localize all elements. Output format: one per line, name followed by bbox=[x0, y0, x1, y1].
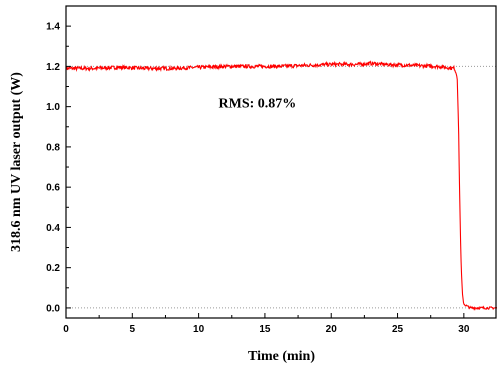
y-tick-label: 0.4 bbox=[46, 223, 60, 234]
y-tick-label: 1.0 bbox=[46, 102, 60, 113]
y-tick-label: 1.2 bbox=[46, 62, 60, 73]
x-tick-label: 0 bbox=[63, 324, 69, 335]
x-tick-label: 10 bbox=[193, 324, 205, 335]
x-axis-title: Time (min) bbox=[248, 349, 315, 364]
rms-annotation: RMS: 0.87% bbox=[219, 97, 297, 112]
y-tick-label: 0.0 bbox=[46, 303, 60, 314]
x-tick-label: 25 bbox=[392, 324, 404, 335]
y-tick-label: 0.2 bbox=[46, 263, 60, 274]
y-tick-label: 0.8 bbox=[46, 142, 60, 153]
x-tick-label: 15 bbox=[259, 324, 271, 335]
x-tick-label: 20 bbox=[326, 324, 338, 335]
ticks: 0 5 10 15 20 25 30 0.0 0.2 0.4 0.6 0.8 1.0 1.2 1.4 bbox=[46, 22, 470, 335]
x-tick-label: 30 bbox=[458, 324, 470, 335]
x-tick-label: 5 bbox=[130, 324, 136, 335]
series-line-0 bbox=[65, 60, 497, 311]
y-tick-label: 1.4 bbox=[46, 22, 60, 33]
y-axis-title: 318.6 nm UV laser output (W) bbox=[9, 72, 24, 252]
series-layer bbox=[65, 60, 497, 311]
plot-frame bbox=[65, 5, 497, 319]
y-tick-label: 0.6 bbox=[46, 183, 60, 194]
